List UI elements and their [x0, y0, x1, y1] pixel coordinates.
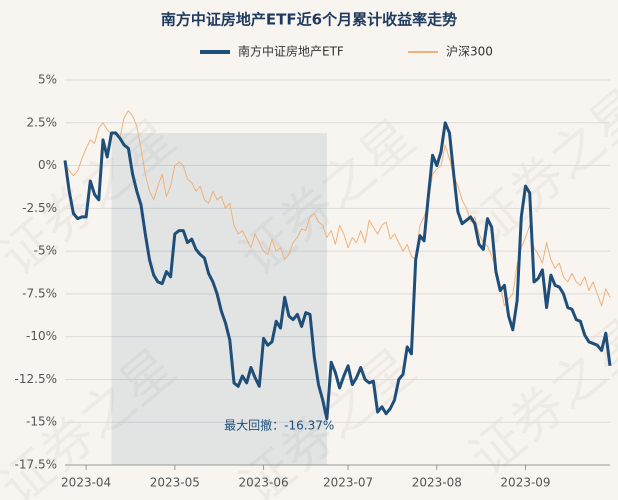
y-tick-label: -10%	[26, 329, 57, 343]
x-tick-label: 2023-07	[323, 476, 373, 490]
drawdown-annotation: 最大回撤：-16.37%	[224, 418, 334, 433]
y-tick-label: -15%	[26, 415, 57, 429]
x-tick-label: 2023-08	[412, 476, 462, 490]
y-tick-label: 5%	[38, 73, 57, 87]
y-tick-label: -7.5%	[22, 286, 57, 300]
x-tick-label: 2023-09	[500, 476, 550, 490]
y-tick-label: 2.5%	[27, 115, 58, 129]
y-tick-label: -2.5%	[22, 201, 57, 215]
legend-label: 沪深300	[446, 45, 493, 59]
x-tick-label: 2023-05	[150, 476, 200, 490]
x-tick-label: 2023-04	[61, 476, 111, 490]
x-tick-label: 2023-06	[238, 476, 288, 490]
y-tick-label: -17.5%	[15, 458, 57, 472]
legend-label: 南方中证房地产ETF	[238, 44, 344, 59]
watermark: 证券之星	[459, 308, 618, 488]
y-tick-label: -5%	[34, 244, 57, 258]
watermark: 证券之星	[459, 78, 618, 258]
series-line	[63, 121, 612, 421]
chart-title: 南方中证房地产ETF近6个月累计收益率走势	[161, 11, 457, 29]
y-tick-label: 0%	[38, 158, 57, 172]
y-tick-label: -12.5%	[15, 372, 57, 386]
